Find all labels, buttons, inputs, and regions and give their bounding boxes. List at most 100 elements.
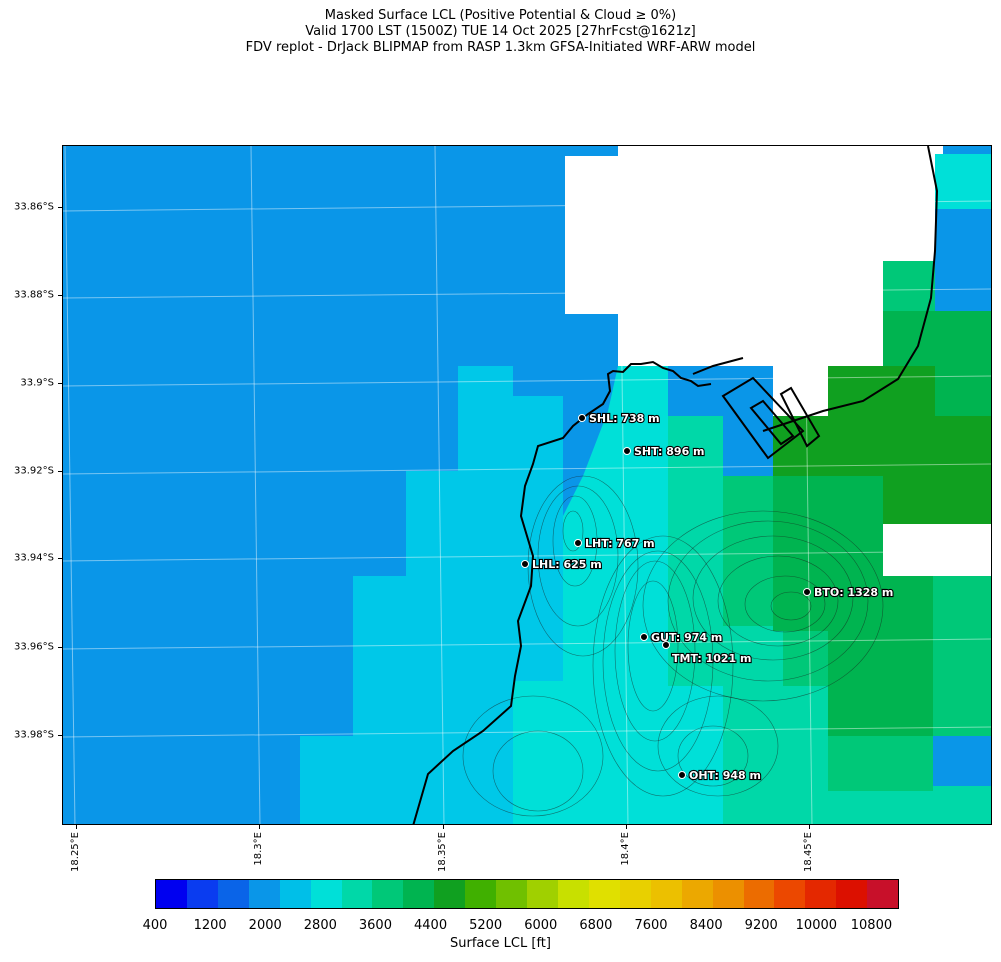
mask-region-north <box>565 146 943 416</box>
colorbar-swatch <box>465 880 497 908</box>
colorbar-swatch <box>217 880 249 908</box>
lcl-zone-cyan <box>513 366 723 824</box>
colorbar-tick-label: 10800 <box>850 918 893 933</box>
colorbar-tick-label: 4400 <box>414 918 448 933</box>
colorbar-tick-label: 6000 <box>524 918 558 933</box>
terrain-contours <box>462 475 884 817</box>
station-label-sht: SHT: 896 m <box>634 445 705 458</box>
colorbar-swatch <box>372 880 404 908</box>
lon-tick-label: 18.45°E <box>803 832 814 872</box>
lon-tick-label: 18.3°E <box>253 832 264 866</box>
station-marker-sht[interactable] <box>623 447 631 455</box>
colorbar-tick-label: 6800 <box>579 918 613 933</box>
title-line-1: Masked Surface LCL (Positive Potential &… <box>324 8 677 23</box>
colorbar <box>155 879 899 909</box>
colorbar-swatch <box>341 880 373 908</box>
lat-tick-mark <box>58 295 62 296</box>
colorbar-label: Surface LCL [ft] <box>450 936 551 951</box>
coastline <box>412 360 712 824</box>
lon-tick-mark <box>809 825 810 829</box>
colorbar-swatch <box>588 880 620 908</box>
colorbar-swatch <box>496 880 528 908</box>
lon-tick-mark <box>626 825 627 829</box>
lat-tick-label: 33.94°S <box>14 552 54 564</box>
station-label-lhl: LHL: 625 m <box>532 558 602 571</box>
station-marker-oht[interactable] <box>678 771 686 779</box>
harbour-basin-3 <box>779 386 821 448</box>
lat-tick-label: 33.96°S <box>14 641 54 653</box>
colorbar-tick-label: 7600 <box>634 918 668 933</box>
lon-tick-mark <box>443 825 444 829</box>
colorbar-swatch <box>712 880 744 908</box>
colorbar-swatch <box>248 880 280 908</box>
colorbar-tick-label: 2800 <box>303 918 337 933</box>
lat-tick-mark <box>58 207 62 208</box>
station-marker-lht[interactable] <box>574 539 582 547</box>
station-label-lht: LHT: 767 m <box>585 537 655 550</box>
station-marker-bto[interactable] <box>803 588 811 596</box>
lcl-zone-light-blue <box>300 366 563 824</box>
colorbar-swatch <box>557 880 589 908</box>
station-marker-shl[interactable] <box>578 414 586 422</box>
colorbar-tick-label: 9200 <box>744 918 778 933</box>
station-label-tmt: TMT: 1021 m <box>672 652 752 665</box>
map-panel[interactable]: SHL: 738 m SHT: 896 m LHT: 767 m LHL: 625 m… <box>62 145 992 825</box>
lat-tick-mark <box>58 383 62 384</box>
colorbar-tick-label: 10000 <box>795 918 838 933</box>
station-marker-gut[interactable] <box>640 633 648 641</box>
station-label-oht: OHT: 948 m <box>689 769 761 782</box>
lon-tick-label: 18.25°E <box>70 832 81 872</box>
colorbar-swatch <box>836 880 868 908</box>
colorbar-swatch <box>619 880 651 908</box>
lcl-map: SHL: 738 m SHT: 896 m LHT: 767 m LHL: 625 m… <box>63 146 991 824</box>
lat-tick-label: 33.86°S <box>14 201 54 213</box>
title-line-2: Valid 1700 LST (1500Z) TUE 14 Oct 2025 [… <box>305 24 696 39</box>
colorbar-swatch <box>186 880 218 908</box>
lon-tick-label: 18.4°E <box>620 832 631 866</box>
harbour-basin-2 <box>749 399 795 446</box>
lat-tick-mark <box>58 471 62 472</box>
station-label-shl: SHL: 738 m <box>589 412 660 425</box>
colorbar-tick-label: 2000 <box>248 918 282 933</box>
colorbar-swatch <box>434 880 466 908</box>
station-marker-tmt[interactable] <box>662 641 670 649</box>
colorbar-tick-label: 400 <box>142 918 168 933</box>
lat-tick-label: 33.9°S <box>20 377 54 389</box>
lon-tick-label: 18.35°E <box>437 832 448 872</box>
colorbar-swatch <box>403 880 435 908</box>
colorbar-tick-label: 1200 <box>193 918 227 933</box>
station-marker-lhl[interactable] <box>521 560 529 568</box>
colorbar-swatch <box>527 880 558 908</box>
lon-tick-mark <box>259 825 260 829</box>
chart-title: Masked Surface LCL (Positive Potential &… <box>0 8 1001 56</box>
title-line-3: FDV replot - DrJack BLIPMAP from RASP 1.… <box>245 40 756 55</box>
station-layer: SHL: 738 m SHT: 896 m LHT: 767 m LHL: 625 m… <box>521 411 894 783</box>
lat-tick-label: 33.88°S <box>14 289 54 301</box>
colorbar-swatch <box>774 880 806 908</box>
harbour-breakwater <box>692 357 744 375</box>
colorbar-swatch <box>310 880 342 908</box>
coastline-east <box>762 146 939 432</box>
mask-region-east <box>883 524 991 576</box>
station-label-gut: GUT: 974 m <box>651 631 722 644</box>
colorbar-swatch <box>743 880 775 908</box>
colorbar-swatch <box>650 880 682 908</box>
lat-tick-mark <box>58 647 62 648</box>
colorbar-tick-label: 3600 <box>358 918 392 933</box>
lat-tick-mark <box>58 558 62 559</box>
lat-tick-label: 33.92°S <box>14 465 54 477</box>
colorbar-swatch <box>681 880 713 908</box>
colorbar-tick-label: 8400 <box>689 918 723 933</box>
harbour-basin-1 <box>721 376 805 460</box>
colorbar-tick-label: 5200 <box>469 918 503 933</box>
lat-tick-label: 33.98°S <box>14 729 54 741</box>
lcl-zone-edge-cyan <box>935 154 991 209</box>
colorbar-swatch <box>156 880 187 908</box>
lat-tick-mark <box>58 735 62 736</box>
lon-tick-mark <box>76 825 77 829</box>
station-label-bto: BTO: 1328 m <box>814 586 893 599</box>
lcl-zone-darkest-green <box>773 366 991 524</box>
graticule <box>63 146 991 824</box>
colorbar-swatch <box>279 880 311 908</box>
colorbar-swatch <box>867 880 899 908</box>
